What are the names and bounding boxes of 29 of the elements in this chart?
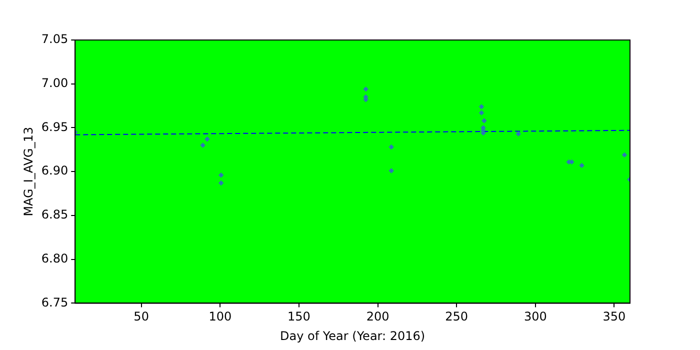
y-tick-label: 6.80 — [41, 251, 68, 266]
point — [204, 136, 210, 142]
point — [622, 152, 628, 158]
y-tick-label: 7.05 — [41, 32, 68, 46]
x-axis-title: Day of Year (Year: 2016) — [280, 328, 426, 343]
x-tick-label: 250 — [445, 310, 468, 324]
point — [478, 110, 484, 116]
y-tick-label: 6.95 — [41, 120, 68, 134]
point — [218, 172, 224, 178]
point — [388, 168, 394, 174]
x-tick-label: 50 — [134, 310, 149, 324]
y-tick-label: 7.00 — [41, 76, 68, 90]
point — [218, 180, 224, 186]
y-tick-label: 6.85 — [41, 208, 68, 222]
x-tick-label: 150 — [288, 310, 310, 324]
point — [482, 118, 487, 124]
point — [478, 104, 484, 110]
point — [388, 144, 394, 150]
x-tick-label: 350 — [602, 310, 626, 324]
y-tick-label: 6.75 — [41, 295, 68, 310]
y-axis-title: MAG_I_AVG_13 — [21, 126, 36, 216]
point — [579, 162, 584, 168]
point — [363, 86, 368, 92]
y-tick-label: 6.90 — [41, 164, 68, 178]
x-tick-label: 200 — [366, 310, 390, 324]
point — [516, 131, 521, 136]
point — [200, 142, 206, 148]
x-tick-label: 300 — [524, 310, 547, 324]
x-tick-label: 100 — [208, 310, 232, 324]
